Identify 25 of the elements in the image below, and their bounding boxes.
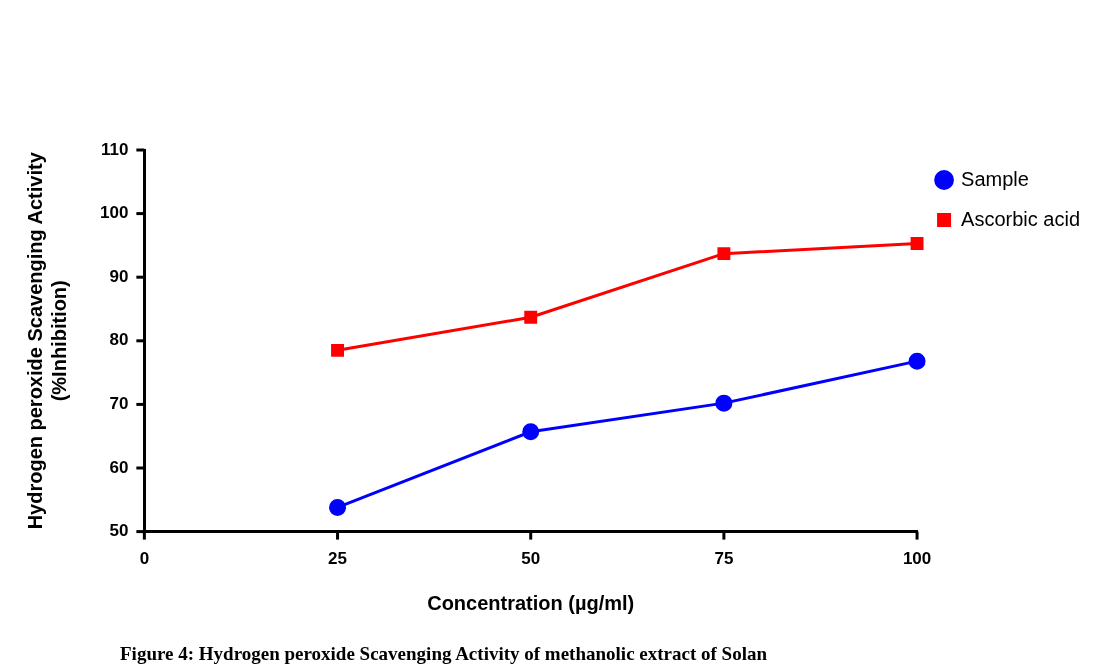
y-tick-label: 50 [109,521,129,541]
caption: Figure 4: Hydrogen peroxide Scavenging Activity of methanolic extract of Solan [119,643,768,665]
y-tick-label: 110 [100,139,129,159]
legend-label: Ascorbic acid [961,207,1080,230]
point [717,247,731,261]
point [908,352,926,370]
x-axis-title: Concentration (µg/ml) [427,591,635,614]
point [329,498,347,516]
y-axis-title: Hydrogen peroxide Scavenging Activity (%Inhibition) [23,151,70,530]
point [524,310,538,324]
x-tick-label: 50 [521,549,541,569]
point [331,343,344,357]
point [522,423,540,441]
y-tick-label: 100 [99,203,129,223]
y-tick-label: 60 [109,457,129,477]
point [715,394,733,412]
x-tick-label: 25 [328,549,347,569]
x-tick-label: 100 [902,549,932,569]
y-tick-label: 70 [109,394,129,414]
x-tick-label: 0 [139,549,150,569]
legend-label: Sample [961,167,1029,190]
x-tick-label: 75 [714,549,734,569]
y-tick-label: 80 [109,330,129,350]
point [910,237,924,250]
y-tick-label: 90 [109,266,129,286]
